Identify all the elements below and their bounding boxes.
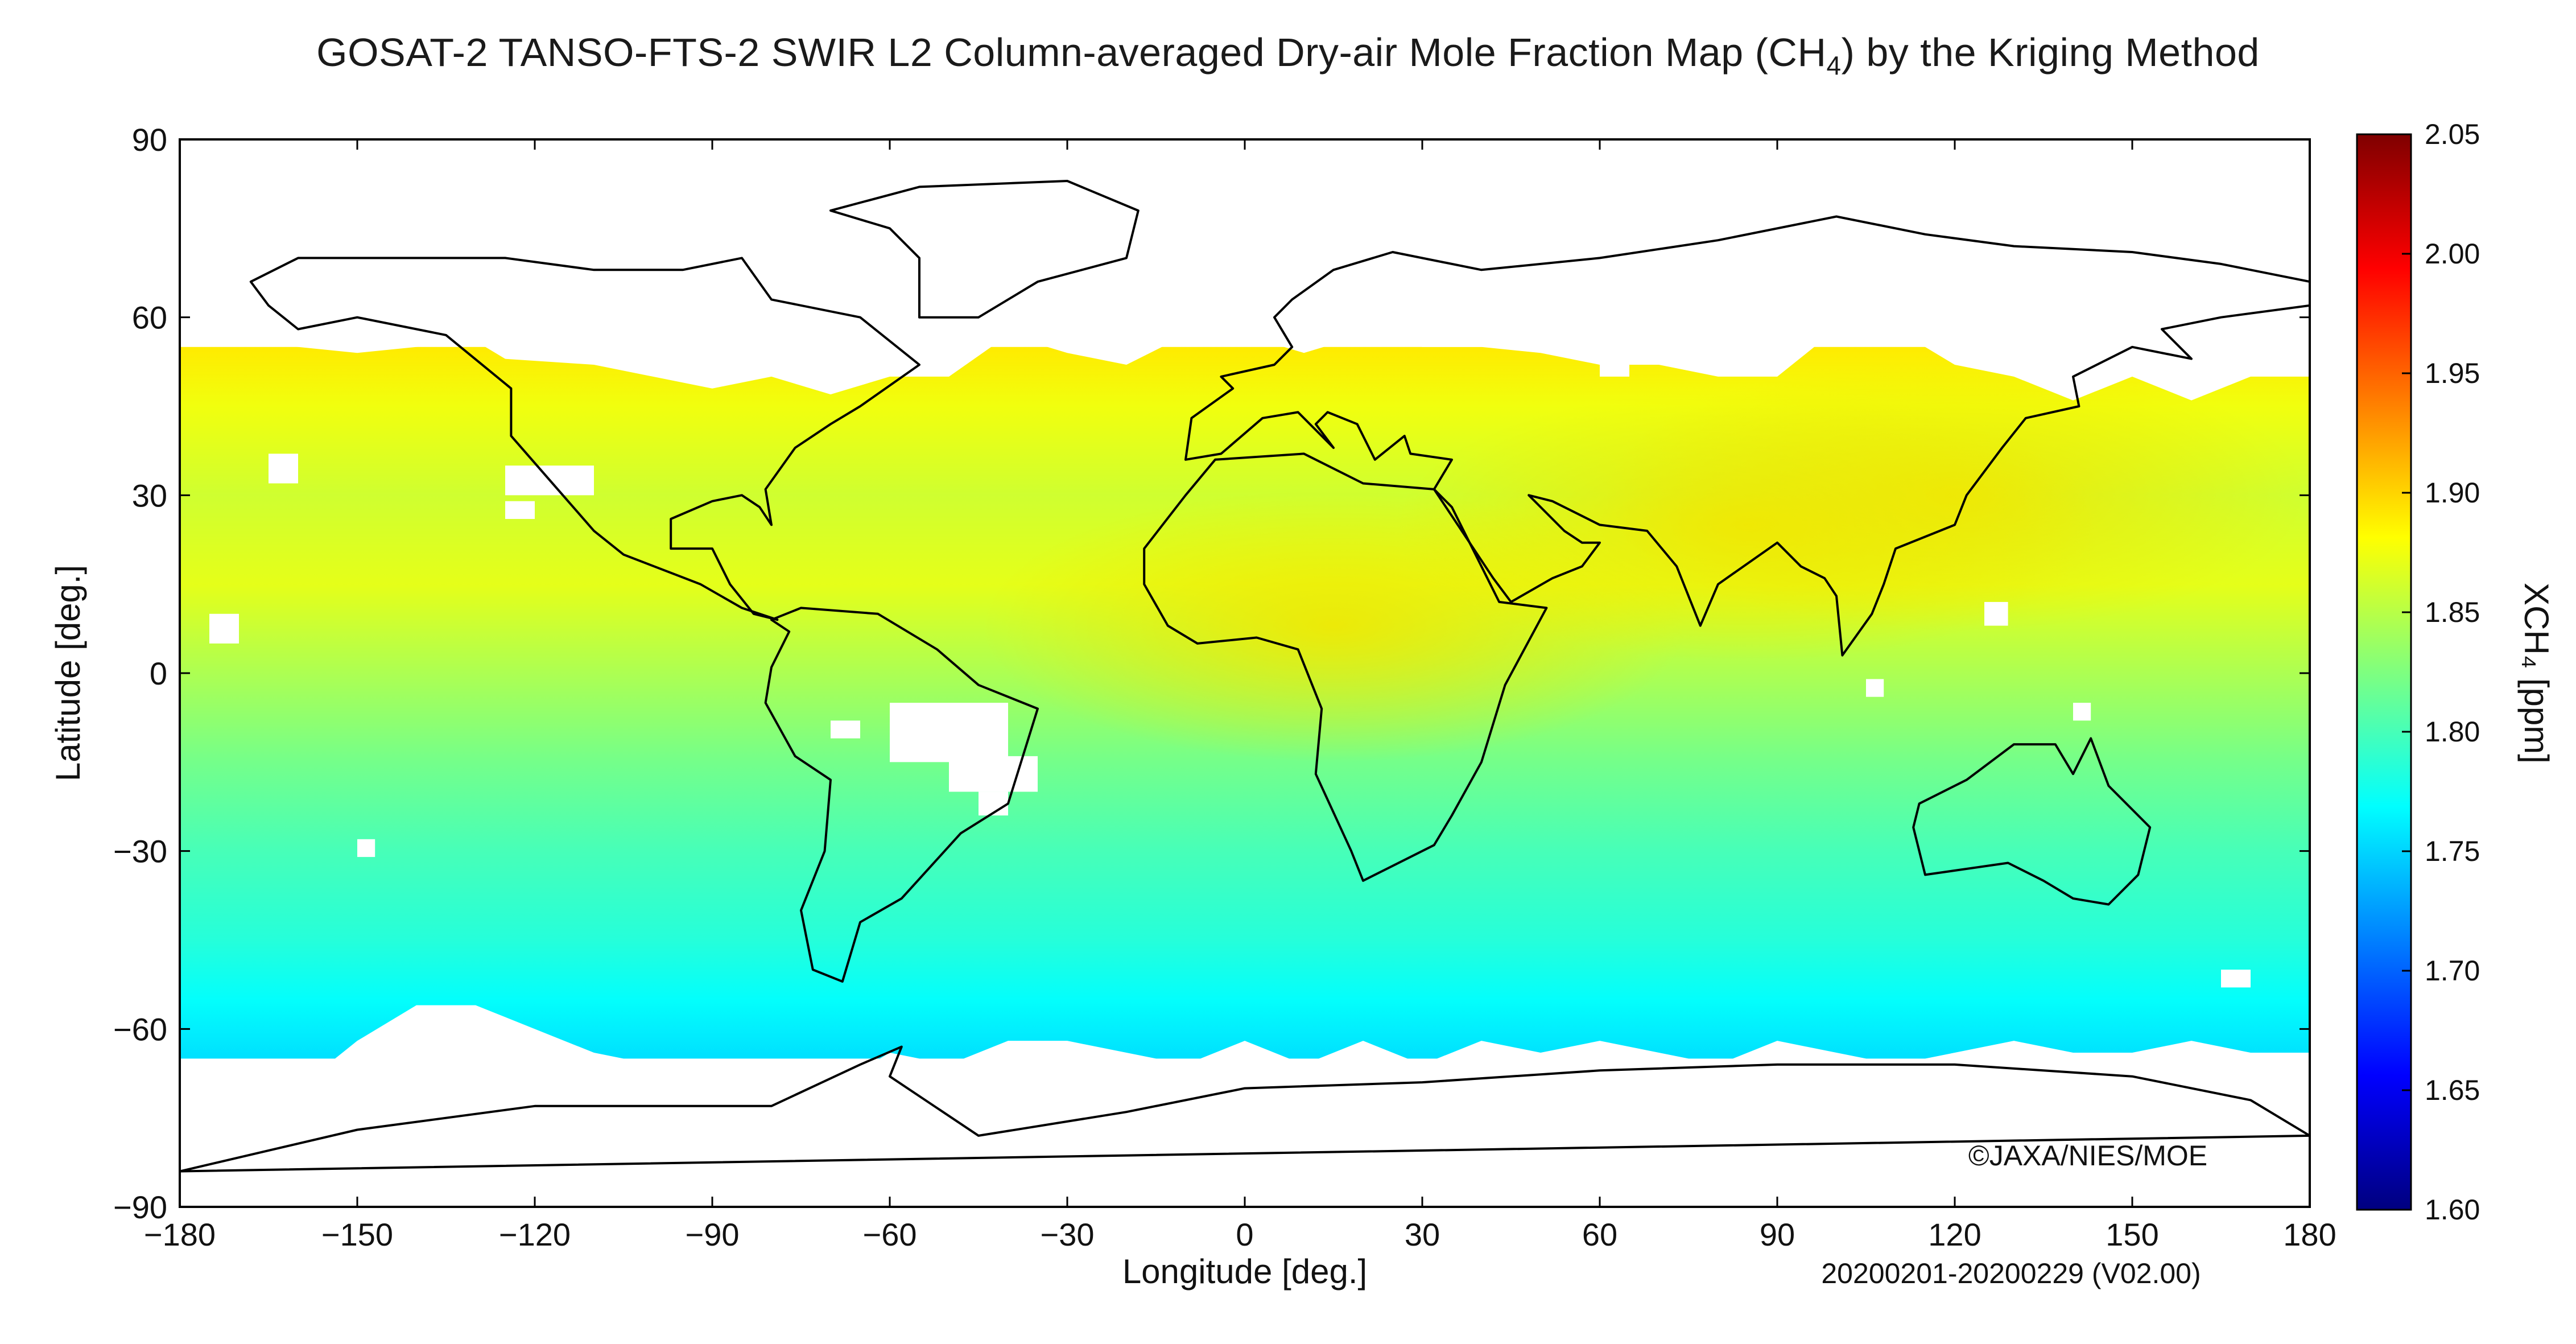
colorbar-tick-label: 1.95	[2425, 357, 2480, 389]
latitude-tick-label: 90	[132, 122, 167, 158]
longitude-tick-label: 60	[1582, 1217, 1617, 1252]
latitude-tick-label: 30	[132, 477, 167, 513]
copyright-credit: ©JAXA/NIES/MOE	[1968, 1140, 2207, 1172]
coastlines	[180, 180, 2310, 1173]
longitude-tick-label: −120	[499, 1217, 571, 1252]
longitude-tick-label: 0	[1236, 1217, 1253, 1252]
longitude-tick-label: −90	[686, 1217, 740, 1252]
longitude-tick-label: 150	[2106, 1217, 2158, 1252]
south-america-coastline	[764, 607, 1039, 983]
greenland-coastline	[829, 180, 1140, 319]
longitude-tick-label: 90	[1760, 1217, 1795, 1252]
y-axis-label: Latitude [deg.]	[49, 565, 87, 781]
africa-coastline	[1143, 452, 1548, 882]
latitude-tick-label: 60	[132, 300, 167, 336]
no-data-mask	[180, 139, 2310, 1207]
observation-period: 20200201-20200229 (V02.00)	[1821, 1258, 2201, 1289]
longitude-tick-label: −60	[863, 1217, 917, 1252]
colorbar-tick-label: 1.75	[2425, 835, 2480, 867]
colorbar-tick-label: 1.60	[2425, 1194, 2480, 1226]
latitude-tick-label: −60	[113, 1011, 167, 1047]
latitude-tick-label: −90	[113, 1189, 167, 1225]
colorbar-tick-label: 1.90	[2425, 477, 2480, 509]
colorbar-tick-label: 1.65	[2425, 1074, 2480, 1106]
longitude-tick-label: 30	[1405, 1217, 1440, 1252]
colorbar-tick-label: 1.70	[2425, 955, 2480, 987]
x-axis-label: Longitude [deg.]	[1122, 1252, 1367, 1291]
north-america-coastline	[249, 257, 920, 621]
longitude-tick-label: 180	[2283, 1217, 2336, 1252]
colorbar-tick-label: 1.85	[2425, 596, 2480, 628]
longitude-tick-label: 120	[1928, 1217, 1981, 1252]
colorbar-tick-label: 2.05	[2425, 118, 2480, 150]
methane-hotspot	[1395, 388, 2100, 662]
longitude-tick-label: −180	[144, 1217, 216, 1252]
longitude-tick-label: −30	[1041, 1217, 1095, 1252]
antarctica-coastline	[180, 1045, 2310, 1173]
map-title: GOSAT-2 TANSO-FTS-2 SWIR L2 Column-avera…	[316, 30, 2260, 80]
longitude-axis: −180 −150 −120 −90 −60 −30 0 30 60 90 120 150 180	[144, 139, 2336, 1252]
longitude-tick-label: −150	[321, 1217, 393, 1252]
latitude-tick-label: −30	[113, 834, 167, 869]
colorbar: 2.05 2.00 1.95 1.90 1.85 1.80 1.75 1.70 1.65 1.60…	[2356, 118, 2556, 1226]
latitude-axis: −90 −60 −30 0 30 60 90	[113, 122, 2310, 1225]
eurasia-coastline	[1184, 215, 2310, 657]
colorbar-tick-label: 1.80	[2425, 716, 2480, 748]
latitude-tick-label: 0	[150, 655, 167, 691]
colorbar-gradient	[2356, 133, 2412, 1211]
australia-coastline	[1912, 737, 2152, 906]
colorbar-tick-label: 2.00	[2425, 238, 2480, 270]
map-plot-area	[180, 139, 2310, 1207]
colorbar-label: XCH₄ [ppm]	[2517, 583, 2556, 764]
